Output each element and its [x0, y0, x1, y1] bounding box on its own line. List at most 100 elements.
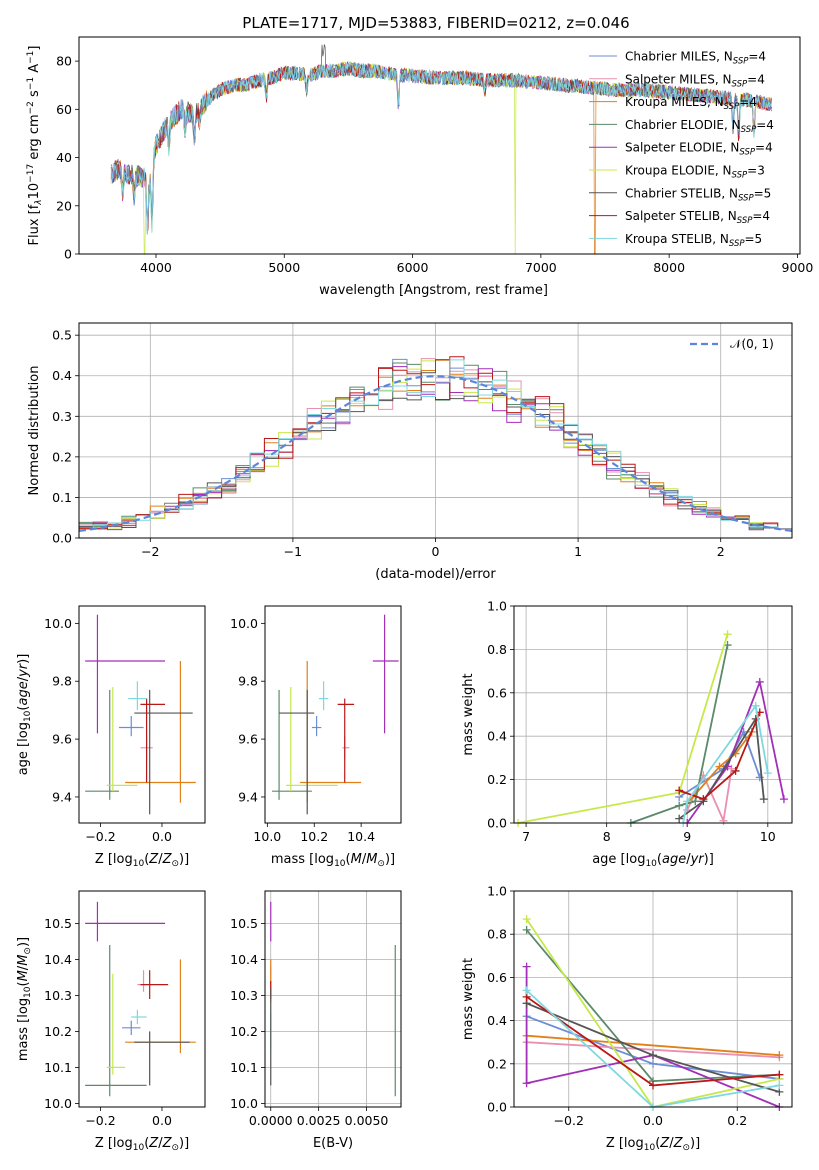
mass-vs-Z-errorbar [85, 901, 166, 942]
massweight-vs-Z-line-4 [525, 966, 780, 1107]
massweight-vs-age-marker [731, 766, 740, 775]
age-vs-Z-errorbar [85, 614, 166, 734]
mass-vs-Z-errorbar [106, 973, 126, 1075]
mass-vs-ebv-xtick-label: 0.0000 [249, 1113, 293, 1128]
xlabel-label: Z [log10(Z/Z⊙)] [95, 852, 189, 869]
residuals-ytick-label: 0.2 [52, 449, 72, 464]
mass-vs-ebv-axes: 0.0000 0.0025 0.0050 10.0 10.1 10.2 10.3 10.4 10… [230, 891, 401, 1128]
massweight-vs-Z-ytick-label: 0.6 [487, 970, 507, 985]
spectrum-ytick-label: 60 [56, 102, 72, 117]
mass-vs-Z-ytick-label: 10.3 [44, 988, 72, 1003]
massweight-vs-Z-marker [775, 1051, 784, 1060]
residuals-ytick-label: 0.5 [52, 328, 72, 343]
massweight-vs-age-ytick-label: 0.4 [487, 729, 507, 744]
xlabel-label: Z [log10(Z/Z⊙)] [606, 1136, 700, 1153]
age-vs-Z-ytick-label: 9.8 [52, 674, 72, 689]
legend-entry: Salpeter STELIB, NSSP=4 [625, 209, 770, 226]
age-vs-Z-errorbar [85, 689, 119, 800]
mass-vs-Z-ytick-label: 10.5 [44, 916, 72, 931]
massweight-vs-age-xtick-label: 10 [760, 829, 776, 844]
massweight-vs-age-marker [675, 814, 684, 823]
age-vs-mass-errorbar [342, 736, 350, 760]
massweight-vs-age-ytick-label: 0.0 [487, 816, 507, 831]
massweight-vs-Z-marker [522, 986, 531, 995]
age-vs-Z-ytick-label: 9.4 [52, 789, 72, 804]
legend-entry: Salpeter ELODIE, NSSP=4 [625, 141, 773, 158]
mass-vs-Z-ytick-label: 10.2 [44, 1024, 72, 1039]
massweight-vs-age-marker [763, 769, 772, 778]
residuals-ytick-label: 0.3 [52, 409, 72, 424]
age-vs-Z-errorbar [125, 660, 196, 803]
massweight-vs-age-marker [751, 701, 760, 710]
massweight-vs-Z-ytick-label: 0.0 [487, 1100, 507, 1115]
xlabel-label: age [log10(age/yr)] [592, 852, 714, 869]
residuals-xlabel: (data-model)/error [375, 567, 496, 582]
massweight-vs-age-marker [699, 795, 708, 804]
age-vs-Z-errorbar [134, 689, 193, 815]
massweight-vs-Z-marker [649, 1051, 657, 1060]
mass-vs-Z-ytick-label: 10.4 [44, 952, 72, 967]
age-vs-Z-errorbar [128, 681, 147, 711]
age-vs-mass-axes: 10.0 10.2 10.4 9.4 9.6 9.8 10.0 [230, 616, 375, 844]
residuals-frame [78, 322, 793, 539]
age-vs-mass-errorbar [279, 689, 315, 815]
spectrum-legend: Chabrier MILES, NSSP=4 Salpeter MILES, NS… [589, 50, 774, 249]
age-vs-mass-ytick-label: 10.0 [230, 616, 258, 631]
age-vs-Z-errorbar [118, 715, 144, 737]
massweight-vs-age-line-2 [686, 731, 753, 805]
mass-vs-Z-xtick-label: −0.2 [85, 1113, 115, 1128]
spectrum-xtick-label: 4000 [140, 260, 172, 275]
massweight-vs-age-marker [723, 630, 732, 639]
massweight-vs-Z-marker [775, 1081, 784, 1090]
residuals-xtick-label: −2 [141, 544, 159, 559]
residuals-ytick-label: 0.0 [52, 531, 72, 546]
massweight-vs-Z-xtick-label: 0.0 [643, 1113, 663, 1128]
massweight-vs-age-xtick-label: 8 [603, 829, 611, 844]
massweight-vs-Z-marker [649, 1059, 657, 1068]
spectrum-frame [78, 36, 801, 255]
mass-vs-ebv-ytick-label: 10.0 [230, 1096, 258, 1111]
massweight-vs-Z-marker [522, 915, 531, 924]
spectrum-xtick-label: 5000 [268, 260, 300, 275]
legend-entry: Kroupa STELIB, NSSP=5 [625, 232, 762, 249]
mass-vs-ebv-frame [264, 890, 402, 1108]
histogram-8 [79, 359, 792, 531]
massweight-vs-Z-axes: −0.2 0.0 0.2 0.0 0.2 0.4 0.6 0.8 1.0 [487, 884, 792, 1128]
massweight-vs-Z-line-5 [525, 918, 780, 1107]
age-vs-Z-frame [78, 605, 206, 824]
mass-vs-ebv-ytick-label: 10.2 [230, 1024, 258, 1039]
massweight-vs-age-marker [779, 795, 788, 804]
residuals-ylabel: Normed distribution [27, 366, 42, 496]
age-vs-Z-ytick-label: 9.6 [52, 732, 72, 747]
mass-vs-Z-axes: −0.2 0.0 10.0 10.1 10.2 10.3 10.4 10.5 [44, 916, 172, 1128]
massweight-vs-age-ytick-label: 0.2 [487, 772, 507, 787]
massweight-vs-age-marker [727, 764, 736, 773]
massweight-vs-age-marker [675, 801, 684, 810]
massweight-vs-Z-marker [775, 1070, 784, 1079]
residuals-ytick-label: 0.1 [52, 490, 72, 505]
mass-vs-Z-frame [78, 890, 206, 1108]
age-vs-Z-xtick-label: 0.0 [152, 829, 172, 844]
mass-vs-Z-errorbar [85, 945, 147, 1097]
mass-vs-Z-xtick-label: 0.0 [152, 1113, 172, 1128]
mass-vs-Z-errorbar [140, 970, 169, 999]
spectrum-xtick-label: 9000 [782, 260, 814, 275]
massweight-vs-Z-marker [522, 925, 531, 934]
massweight-vs-age-line-6 [678, 716, 765, 820]
massweight-vs-Z-ytick-label: 0.2 [487, 1056, 507, 1071]
mass-vs-Z-errorbar [125, 959, 196, 1053]
massweight-vs-age-frame [513, 605, 793, 824]
mass-vs-ebv-ytick-label: 10.5 [230, 916, 258, 931]
normal-curve [78, 375, 793, 532]
normal-legend-label: 𝒩(0, 1) [730, 337, 774, 351]
spectrum-ytick-label: 0 [64, 247, 72, 262]
legend-entry: Kroupa MILES, NSSP=4 [625, 95, 757, 112]
age-vs-mass-ytick-label: 9.8 [238, 674, 258, 689]
mass-vs-ebv-xtick-label: 0.0025 [297, 1113, 341, 1128]
massweight-vs-age-marker [683, 797, 692, 806]
massweight-vs-Z-marker [522, 962, 531, 971]
massweight-vs-age-axes: 7 8 9 10 0.0 0.2 0.4 0.6 0.8 1.0 [487, 599, 792, 844]
legend-entry: Chabrier STELIB, NSSP=5 [625, 186, 771, 203]
spectrum-ylabel: Flux [fλ10−17 erg cm−2 s−1 A−1] [26, 46, 44, 246]
age-vs-Z-ytick-label: 10.0 [44, 616, 72, 631]
